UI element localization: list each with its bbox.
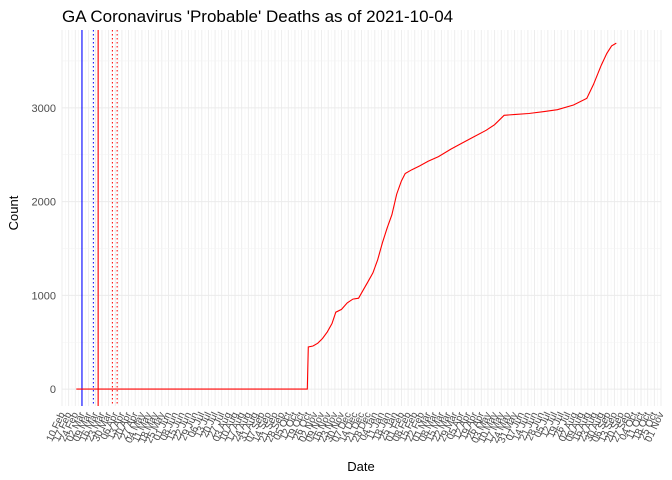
y-tick-labels: 0 1000 2000 3000 <box>32 103 56 396</box>
series-line <box>76 42 617 390</box>
reference-lines <box>81 30 118 406</box>
y-tick-label: 3000 <box>32 103 56 115</box>
y-tick-label: 0 <box>50 384 56 396</box>
y-tick-label: 1000 <box>32 290 56 302</box>
gridlines <box>61 30 662 406</box>
x-axis-title: Date <box>347 459 374 474</box>
y-axis-title: Count <box>6 195 21 230</box>
chart-title: GA Coronavirus 'Probable' Deaths as of 2… <box>62 7 453 26</box>
series-group <box>76 42 617 390</box>
y-tick-label: 2000 <box>32 197 56 209</box>
